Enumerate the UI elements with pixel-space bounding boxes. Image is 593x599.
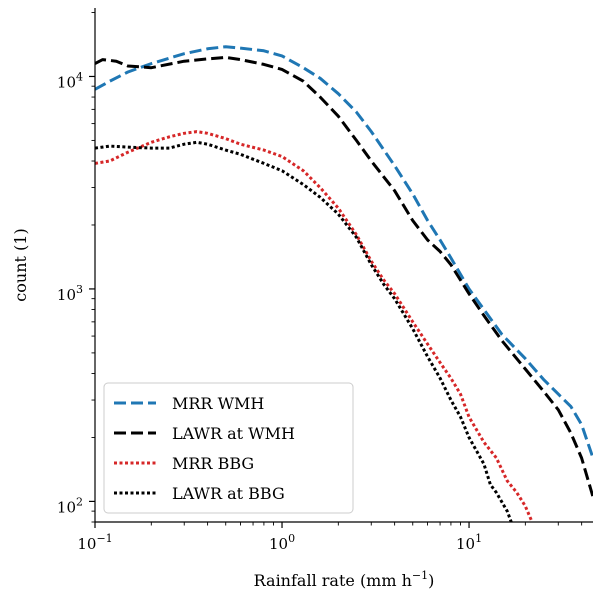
- legend-label-2: LAWR at WMH: [172, 424, 295, 443]
- y-tick-label-3-exponent: 4: [76, 70, 83, 83]
- x-tick-label-2-base: 10: [269, 535, 288, 553]
- x-axis-label-exponent: −1: [412, 569, 428, 582]
- y-tick-label-1-base: 10: [57, 498, 76, 516]
- series-line-1: [95, 45, 593, 459]
- x-tick-label-1-base: 10: [77, 535, 96, 553]
- series-layer: [95, 45, 593, 522]
- series-line-3: [95, 130, 534, 522]
- series-line-4: [95, 140, 513, 522]
- y-tick-label-1-exponent: 2: [76, 495, 83, 508]
- y-tick-label-3-base: 10: [57, 73, 76, 91]
- legend: MRR WMH LAWR at WMH MRR BBG LAWR at BBG: [103, 382, 354, 514]
- y-tick-label-2-base: 10: [57, 286, 76, 304]
- y-axis-label: count (1): [11, 228, 30, 301]
- x-axis-label-text: Rainfall rate (mm h: [254, 571, 412, 590]
- x-tick-label-3-base: 10: [456, 535, 475, 553]
- y-tick-label-2: 103: [57, 283, 83, 304]
- y-tick-label-3: 104: [57, 70, 83, 91]
- y-tick-label-1: 102: [57, 495, 83, 516]
- legend-label-4: LAWR at BBG: [172, 484, 285, 503]
- x-tick-label-3: 101: [456, 532, 482, 553]
- x-tick-label-1: 10−1: [77, 532, 112, 553]
- legend-label-3: MRR BBG: [172, 454, 254, 473]
- series-line-2: [95, 55, 593, 498]
- legend-box: [103, 382, 354, 514]
- x-tick-label-2-exponent: 0: [288, 532, 295, 545]
- y-tick-label-2-exponent: 3: [76, 283, 83, 296]
- x-axis-label-close: ): [428, 571, 434, 590]
- x-tick-label-2: 100: [269, 532, 295, 553]
- x-axis-label: Rainfall rate (mm h−1): [254, 569, 435, 590]
- legend-label-1: MRR WMH: [172, 394, 264, 413]
- x-tick-label-3-exponent: 1: [475, 532, 482, 545]
- x-tick-label-1-exponent: −1: [96, 532, 112, 545]
